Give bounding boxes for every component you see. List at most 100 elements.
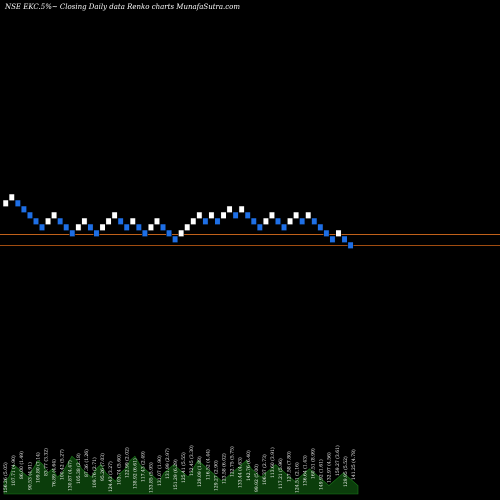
- volume-area-path: [3, 455, 359, 495]
- volume-label: 149.92 (1.61): [318, 459, 325, 490]
- renko-brick-down: [281, 223, 287, 231]
- renko-brick-up: [335, 229, 342, 237]
- renko-brick-up: [262, 217, 269, 225]
- volume-label: 90.53 (4.91): [26, 462, 33, 490]
- volume-labels: 156.26 (5.05) 107.71 (4.90) 86.00 (1.49) 90…: [2, 445, 357, 493]
- renko-brick-up: [81, 217, 88, 225]
- renko-brick-down: [141, 229, 148, 237]
- chart-title: NSE EKC.5%~ Closing Daily data Renko cha…: [4, 3, 240, 11]
- renko-brick-up: [8, 193, 15, 201]
- renko-brick-down: [63, 223, 70, 231]
- volume-label: 76.89 (4.64): [51, 459, 58, 487]
- renko-brick-down: [244, 211, 251, 219]
- volume-label: 123.58 (6.02): [221, 453, 228, 484]
- renko-brick-up: [196, 211, 203, 219]
- volume-label: 124.43 (3.27): [107, 461, 114, 492]
- volume-label: 131.99 (2.97): [164, 448, 171, 479]
- volume-label: 99.92 (5.00): [253, 464, 260, 492]
- volume-label: 129.27 (2.90): [212, 460, 219, 491]
- volume-label: 105.38 (2.18): [75, 453, 82, 484]
- renko-brick-up: [293, 211, 300, 219]
- renko-brick-down: [329, 235, 336, 243]
- volume-label: 109.76 (2.71): [91, 457, 98, 488]
- volume-label: 160.51 (8.99): [310, 448, 317, 479]
- renko-brick-down: [57, 217, 64, 225]
- renko-brick-up: [238, 205, 245, 213]
- volume-label: 142.76 (6.40): [245, 450, 252, 481]
- renko-brick-down: [250, 217, 257, 225]
- renko-brick-down: [202, 217, 209, 225]
- renko-brick-up: [184, 223, 191, 231]
- renko-brick-down: [87, 223, 94, 231]
- volume-label: 141.25 (4.78): [350, 449, 357, 480]
- renko-brick-up: [45, 217, 52, 225]
- renko-brick-down: [311, 217, 318, 225]
- volume-label: 83.77 (3.32): [42, 448, 49, 476]
- volume-label: 125.41 (5.55): [180, 452, 187, 483]
- renko-brick-up: [99, 223, 106, 231]
- volume-label: 122.99 (2.02): [123, 447, 130, 478]
- renko-brick-up: [178, 229, 185, 237]
- volume-label: 159.27 (3.61): [334, 445, 341, 476]
- volume-label: 106.37 (2.73): [261, 454, 268, 485]
- renko-brick-down: [39, 223, 45, 231]
- renko-brick-up: [129, 217, 136, 225]
- renko-brick-down: [172, 235, 179, 243]
- renko-brick-up: [226, 205, 233, 213]
- renko-brick-up: [2, 199, 9, 207]
- renko-brick-up: [147, 223, 154, 231]
- renko-brick-up: [111, 211, 118, 219]
- volume-label: 133.85 (5.95): [148, 462, 155, 493]
- renko-brick-down: [166, 229, 173, 237]
- volume-label: 151.29 (6.29): [172, 459, 179, 490]
- renko-brick-down: [160, 223, 167, 231]
- renko-brick-down: [341, 235, 348, 243]
- volume-label: 124.51 (2.16): [293, 462, 300, 493]
- renko-brick-down: [275, 217, 281, 225]
- renko-brick-down: [347, 241, 354, 249]
- renko-brick-up: [190, 217, 197, 225]
- volume-label: 87.36 (1.26): [83, 449, 90, 477]
- renko-brick-up: [75, 223, 82, 231]
- volume-label: 132.97 (4.56): [326, 452, 333, 483]
- volume-label: 131.07 (1.90): [156, 455, 163, 486]
- renko-brick-down: [299, 217, 306, 225]
- renko-brick-down: [20, 205, 27, 213]
- volume-label: 113.60 (3.91): [269, 447, 276, 478]
- volume-label: 133.44 (4.63): [237, 457, 244, 488]
- renko-brick-down: [135, 223, 142, 231]
- renko-brick-down: [232, 211, 239, 219]
- volume-label: 136.64 (1.43): [301, 455, 308, 486]
- volume-label: 100.42 (5.27): [59, 449, 66, 480]
- renko-brick-up: [105, 217, 112, 225]
- renko-brick-down: [123, 223, 130, 231]
- renko-brick-down: [14, 199, 21, 207]
- renko-brick-up: [220, 211, 227, 219]
- renko-brick-up: [305, 211, 312, 219]
- volume-label: 117.43 (2.49): [140, 451, 147, 482]
- volume-label: 95.26 (7.03): [99, 453, 106, 481]
- volume-label: 129.09 (1.88): [196, 456, 203, 487]
- renko-bricks: [2, 193, 354, 249]
- renko-brick-up: [51, 211, 58, 219]
- price-lines: [0, 234, 500, 246]
- renko-brick-up: [154, 217, 160, 225]
- volume-label: 107.71 (4.90): [10, 455, 17, 486]
- renko-brick-down: [323, 229, 330, 237]
- volume-label: 86.00 (1.49): [18, 451, 25, 479]
- renko-brick-down: [256, 223, 263, 231]
- volume-label: 129.95 (5.52): [342, 456, 349, 487]
- renko-brick-down: [117, 217, 124, 225]
- renko-brick-down: [214, 217, 221, 225]
- renko-brick-down: [93, 229, 100, 237]
- volume-label: 127.58 (7.80): [285, 451, 292, 482]
- renko-brick-down: [69, 229, 76, 237]
- volume-label: 103.74 (5.60): [115, 454, 122, 485]
- volume-label: 122.75 (5.75): [229, 446, 236, 477]
- renko-brick-down: [33, 217, 39, 225]
- renko-brick-down: [317, 223, 324, 231]
- volume-label: 117.21 (5.96): [277, 458, 284, 489]
- renko-brick-up: [287, 217, 294, 225]
